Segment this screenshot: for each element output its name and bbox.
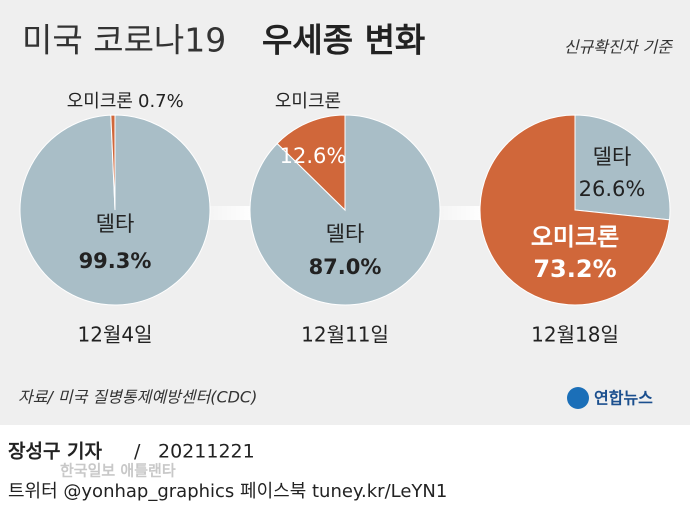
byline-author: 장성구 기자 [8,441,103,463]
logo: 연합뉴스 [594,389,653,408]
slice-value-label: 73.2% [533,255,616,283]
slice-label: 델타 [593,145,632,169]
pie-date: 12월4일 [78,323,153,347]
slice-value-label: 99.3% [79,249,152,273]
slice-label: 델타 [96,212,135,236]
watermark: 한국일보 애틀랜타 [60,462,176,480]
slice-value-label: 87.0% [309,255,382,279]
byline-date: 20211221 [158,441,255,463]
pie-slice [574,114,671,221]
slice-label: 델타 [326,222,365,246]
title-light: 미국 코로나19 [22,21,226,60]
pie-slice [479,114,671,306]
slice-value-label: 0.7% [138,91,184,112]
slice-label: 오미크론 [531,223,619,251]
slice-value-label: 12.6% [280,144,347,168]
slice-value-label: 26.6% [579,177,646,201]
subtitle: 신규확진자 기준 [564,38,673,57]
title-bold: 우세종 변화 [262,21,425,60]
footer-links: 트위터 @yonhap_graphics 페이스북 tuney.kr/LeYN1 [8,481,447,502]
pie-date: 12월18일 [531,323,619,347]
footer-background [0,425,690,505]
pie-date: 12월11일 [301,323,389,347]
pie-slice [110,114,116,211]
slice-label: 오미크론 [275,91,341,112]
slice-label: 오미크론 [67,91,133,112]
pie-slice [276,114,346,212]
source: 자료/ 미국 질병통제예방센터(CDC) [18,388,257,407]
logo-icon [567,387,589,409]
byline-separator: / [134,441,141,463]
